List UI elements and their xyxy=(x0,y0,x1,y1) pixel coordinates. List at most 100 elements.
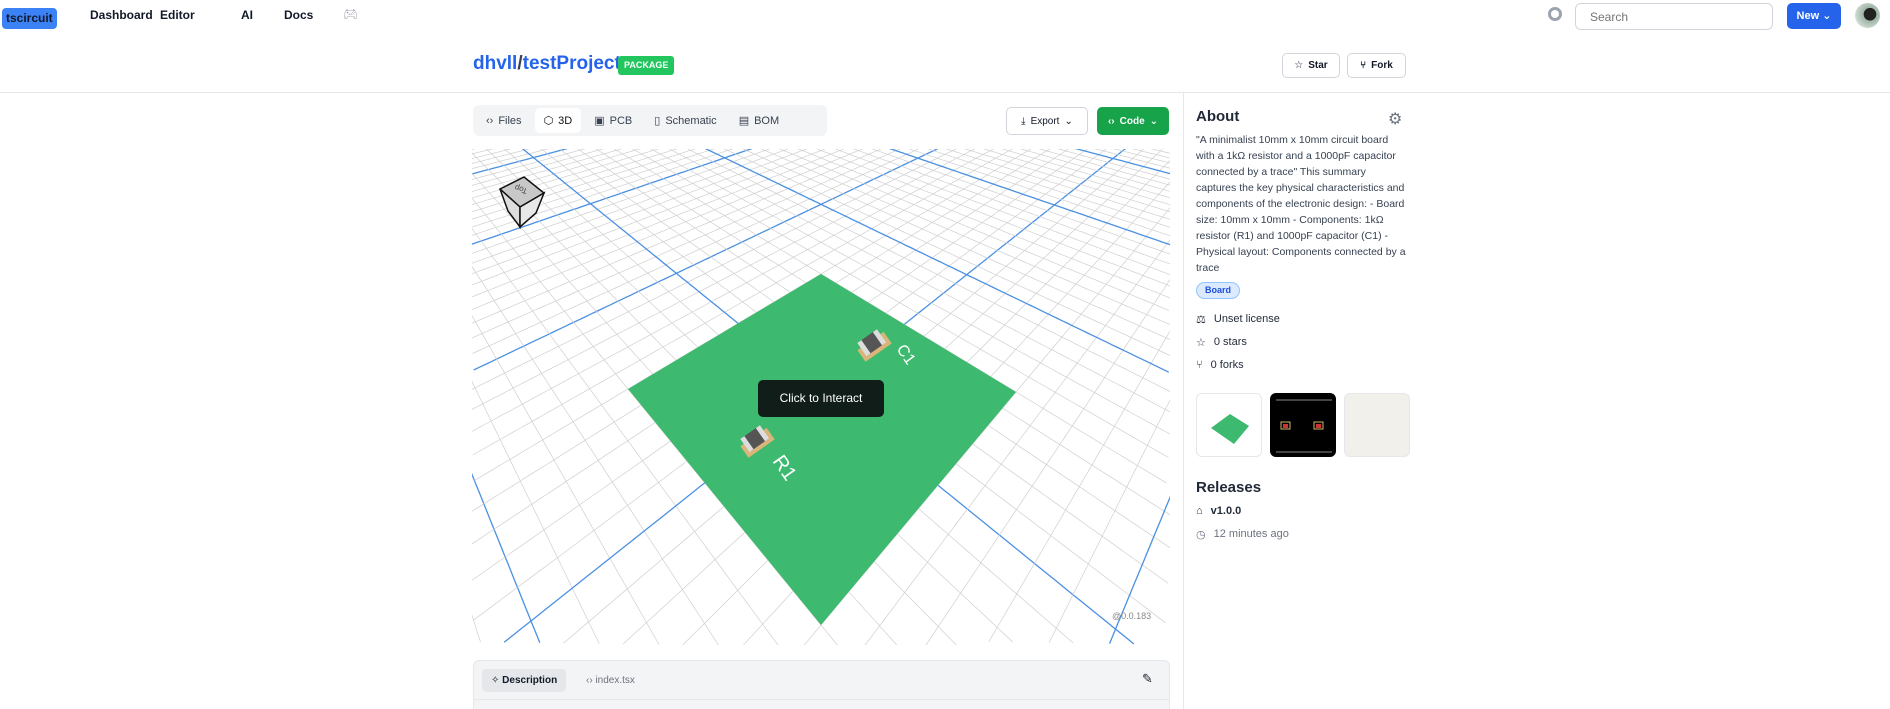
discord-icon[interactable]: 🎮︎ xyxy=(343,7,359,21)
grid-line xyxy=(687,149,1170,392)
release-version[interactable]: ⌂ v1.0.0 xyxy=(1196,503,1241,519)
grid-line xyxy=(472,149,476,150)
grid-line xyxy=(631,149,1169,458)
grid-line xyxy=(472,614,481,643)
code-icon: ‹› xyxy=(486,114,494,127)
settings-icon[interactable]: ⚙ xyxy=(1388,111,1403,128)
tab-label: BOM xyxy=(754,114,780,127)
tab-bom[interactable]: ▤ BOM xyxy=(730,108,788,133)
avatar[interactable] xyxy=(1855,3,1880,28)
chevron-down-icon: ⌄ xyxy=(1149,115,1159,127)
version-label: @0.0.183 xyxy=(1112,611,1152,621)
chevron-down-icon: ⌄ xyxy=(1822,10,1832,22)
grid-line xyxy=(472,149,808,275)
export-button[interactable]: ⤓ Export ⌄ xyxy=(1006,107,1088,135)
tab-files[interactable]: ‹› Files xyxy=(477,108,531,133)
logo[interactable]: tscircuit xyxy=(2,8,57,29)
edit-icon[interactable]: ✎ xyxy=(1142,671,1153,686)
grid-line xyxy=(1150,149,1170,154)
grid-line-major xyxy=(473,149,939,371)
grid-line xyxy=(742,149,1170,340)
grid-line xyxy=(472,149,549,169)
click-to-interact-button[interactable]: Click to Interact xyxy=(758,380,884,417)
grid-line xyxy=(982,149,1170,206)
grid-line xyxy=(472,149,864,311)
fork-icon: ⑂ xyxy=(1196,359,1203,371)
thumbnail-3d[interactable] xyxy=(1196,393,1262,457)
nav-docs[interactable]: Docs xyxy=(284,8,314,22)
about-title: About xyxy=(1196,108,1240,125)
new-label: New xyxy=(1796,10,1820,22)
tab-3d[interactable]: ⬡ 3D xyxy=(534,108,582,133)
pcb-board xyxy=(628,274,1016,625)
tag-board[interactable]: Board xyxy=(1196,282,1241,299)
nav-ai[interactable]: AI xyxy=(241,8,253,22)
grid-line xyxy=(472,149,901,339)
grid-line xyxy=(474,149,1032,481)
capacitor-c1 xyxy=(857,329,892,362)
page-title: dhvll/testProject xyxy=(473,53,621,75)
grid-line xyxy=(988,330,1170,642)
clock-icon: ◷ xyxy=(1196,528,1206,541)
grid-line xyxy=(925,279,1170,645)
3d-viewer[interactable]: R1 C1 Top @0.0.183 Click to Interact xyxy=(472,149,1170,645)
grid-line xyxy=(1057,149,1170,180)
stars-row: ☆ 0 stars xyxy=(1196,334,1247,350)
new-button[interactable]: New ⌄ xyxy=(1787,3,1841,29)
forks-row: ⑂ 0 forks xyxy=(1196,357,1244,373)
nav-dashboard[interactable]: Dashboard xyxy=(90,8,153,22)
grid-line xyxy=(945,149,1170,220)
file-label: index.tsx xyxy=(595,675,635,686)
license-text: Unset license xyxy=(1213,313,1280,325)
grid-line xyxy=(472,149,994,432)
star-button[interactable]: ☆ Star xyxy=(1282,53,1340,78)
code-icon: ‹› xyxy=(586,675,596,686)
description-panel: ✧ Description ‹› index.tsx ✎ xyxy=(473,660,1170,709)
sparkles-icon: ✧ xyxy=(491,675,503,686)
grid-line xyxy=(650,149,1170,435)
grid-line-major xyxy=(1108,495,1170,644)
grid-line-major xyxy=(1074,149,1170,175)
search-input[interactable] xyxy=(1575,3,1773,30)
grid-line xyxy=(668,149,1170,413)
file-icon: ▯ xyxy=(654,115,661,127)
about-header: About ⚙ xyxy=(1196,108,1408,128)
tab-index-file[interactable]: ‹› index.tsx xyxy=(586,669,635,692)
grid-line xyxy=(472,227,779,645)
grid-line xyxy=(723,149,1170,356)
repo-link[interactable]: testProject xyxy=(522,53,621,74)
grid-line xyxy=(472,149,789,264)
thumbnail-schematic[interactable] xyxy=(1344,393,1410,457)
grid-line xyxy=(908,149,1170,237)
tab-description[interactable]: ✧ Description xyxy=(482,669,567,692)
grid-line xyxy=(853,149,1170,265)
download-icon: ⤓ xyxy=(1021,115,1026,127)
nav-editor[interactable]: Editor xyxy=(160,8,195,22)
cube-top-label: Top xyxy=(513,183,529,196)
grid-line xyxy=(472,149,771,254)
fork-button[interactable]: ⑂ Fork xyxy=(1347,53,1406,78)
github-icon[interactable] xyxy=(1548,7,1562,21)
grid-line xyxy=(472,266,719,645)
cube-icon: ⬡ xyxy=(543,115,554,127)
grid-line xyxy=(864,239,1170,645)
grid-line-major xyxy=(704,149,1170,373)
grid-line xyxy=(472,380,600,644)
releases-title: Releases xyxy=(1196,479,1262,496)
grid-line xyxy=(472,149,882,324)
fork-icon: ⑂ xyxy=(1360,60,1367,71)
tab-schematic[interactable]: ▯ Schematic xyxy=(645,108,725,133)
owner-link[interactable]: dhvll xyxy=(473,53,518,74)
tab-pcb[interactable]: ▣ PCB xyxy=(585,108,641,133)
grid-line-major xyxy=(889,149,1170,246)
code-button[interactable]: ‹› Code ⌄ xyxy=(1097,107,1169,135)
resistor-r1 xyxy=(740,425,775,458)
sidebar: About ⚙ "A minimalist 10mm x 10mm circui… xyxy=(1196,108,1410,542)
nav-cube[interactable]: Top xyxy=(494,173,550,234)
about-description: "A minimalist 10mm x 10mm circuit board … xyxy=(1196,134,1406,274)
grid-line xyxy=(472,149,494,155)
grid-line xyxy=(1019,149,1170,192)
thumbnail-pcb[interactable] xyxy=(1270,393,1336,457)
pcb-icon: ▣ xyxy=(594,115,605,127)
